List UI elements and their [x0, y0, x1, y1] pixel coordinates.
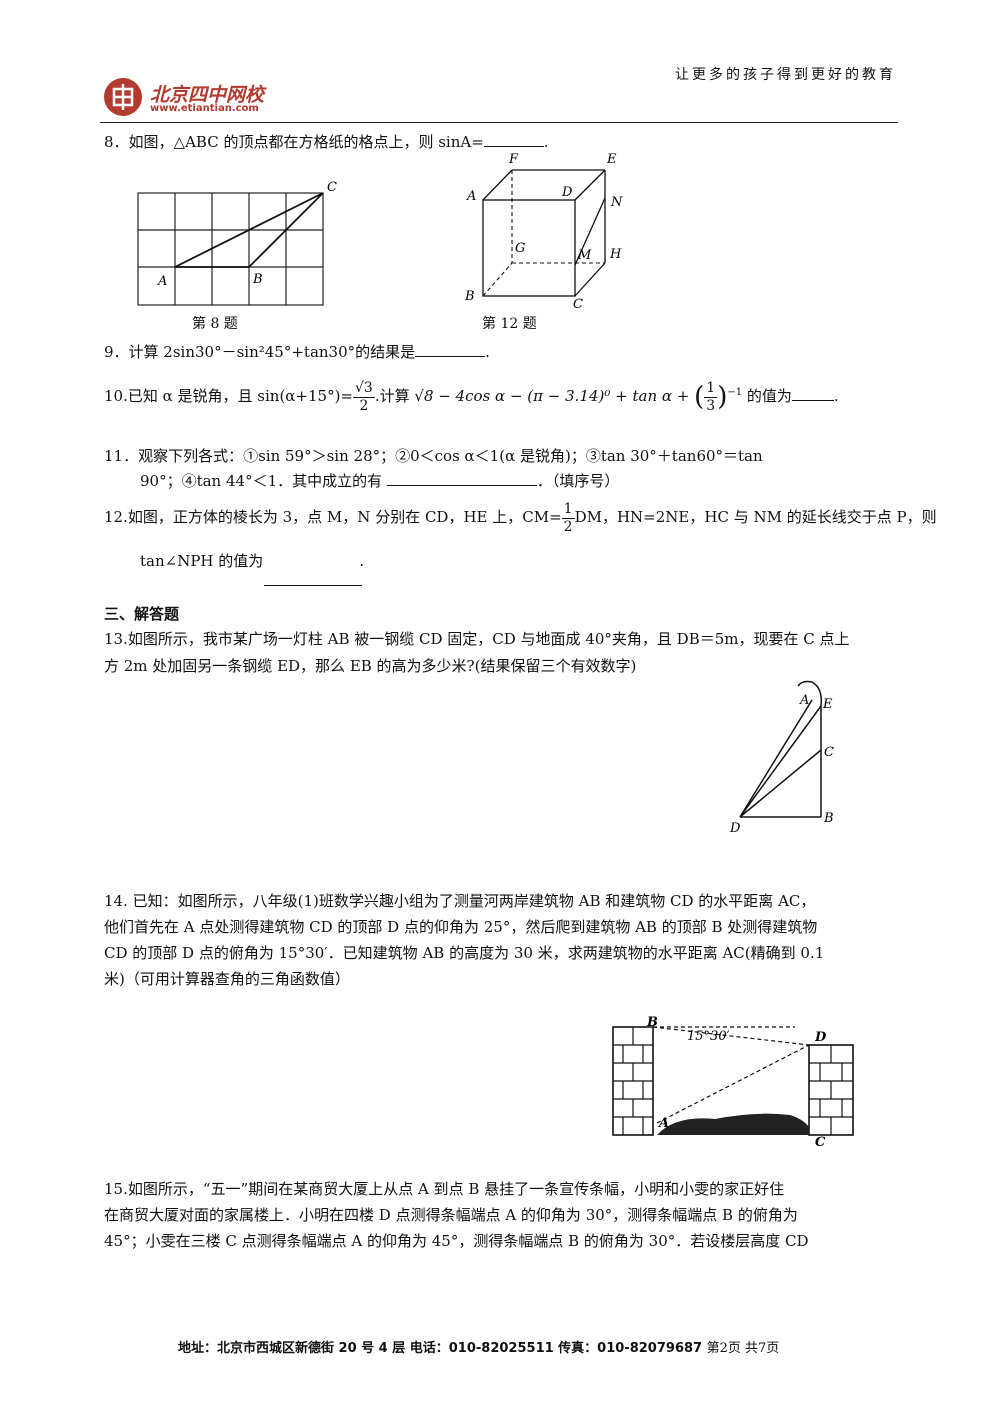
answer-blank — [483, 132, 544, 147]
question-10-text-b: .计算 — [374, 387, 410, 405]
question-14-line-1: 14. 已知：如图所示，八年级(1)班数学兴趣小组为了测量河两岸建筑物 AB 和… — [104, 892, 816, 910]
label-B: B — [823, 811, 834, 826]
question-9: 9．计算 2sin30°－sin²45°+tan30°的结果是. — [104, 341, 490, 362]
answer-blank — [264, 585, 362, 586]
label-A: A — [657, 1116, 669, 1131]
logo-url: www.etiantian.com — [150, 103, 259, 114]
logo-icon — [104, 78, 142, 116]
label-A: A — [157, 274, 167, 289]
figure-8-caption: 第 8 题 — [192, 316, 238, 332]
label-H: H — [609, 247, 622, 262]
footer: 地址：北京市西城区新德街 20 号 4 层 电话：010-82025511 传真… — [178, 1337, 779, 1356]
question-11-text: 90°；④tan 44°＜1．其中成立的有 — [140, 472, 383, 490]
question-8-end: . — [543, 133, 549, 151]
logo-emblem — [112, 84, 134, 110]
answer-blank — [386, 471, 537, 486]
question-11-line-1: 11．观察下列各式：①sin 59°＞sin 28°；②0＜cos α＜1(α … — [104, 447, 763, 465]
question-9-text: 9．计算 2sin30°－sin²45°+tan30°的结果是 — [104, 343, 416, 361]
question-14-line-3: CD 的顶部 D 点的俯角为 15°30′．已知建筑物 AB 的高度为 30 米… — [104, 944, 825, 962]
fraction-numerator: 1 — [561, 500, 575, 519]
label-F: F — [508, 152, 519, 167]
question-10-end: . — [833, 387, 839, 405]
question-12-line-2: tan∠NPH 的值为. — [140, 550, 364, 571]
footer-contact: 地址：北京市西城区新德街 20 号 4 层 电话：010-82025511 传真… — [178, 1341, 703, 1356]
question-8-text: 8．如图，△ABC 的顶点都在方格纸的格点上，则 sinA= — [104, 133, 484, 151]
answer-blank — [415, 342, 486, 357]
label-A: A — [799, 693, 809, 708]
question-12-text-c: tan∠NPH 的值为 — [140, 552, 264, 570]
question-13-line-1: 13.如图所示，我市某广场一灯柱 AB 被一钢缆 CD 固定，CD 与地面成 4… — [104, 630, 850, 648]
fraction-denominator: 3 — [706, 397, 716, 414]
paren-left: ( — [694, 382, 705, 412]
question-10-text-c: 的值为 — [746, 387, 792, 405]
question-12-text-b: DM，HN=2NE，HC 与 NM 的延长线交于点 P，则 — [574, 508, 937, 526]
section-heading: 三、解答题 — [104, 605, 180, 623]
question-11-line-2: 90°；④tan 44°＜1．其中成立的有 ．（填序号） — [140, 470, 619, 491]
fraction-denominator: 2 — [563, 518, 573, 535]
label-D: D — [561, 185, 573, 200]
label-D: D — [729, 821, 741, 836]
paren-right: ) — [717, 382, 728, 412]
fraction-numerator: √3 — [353, 379, 375, 398]
answer-blank — [791, 386, 834, 401]
label-B: B — [252, 272, 263, 287]
figure-13-lamp-post: A E C B D — [729, 680, 834, 836]
label-C: C — [573, 297, 583, 310]
label-C: C — [327, 180, 337, 195]
question-14-line-4: 米)（可用计算器查角的三角函数值） — [104, 970, 350, 988]
question-15-line-3: 45°；小雯在三楼 C 点测得条幅端点 A 的仰角为 45°，测得条幅端点 B … — [104, 1232, 809, 1250]
figure-12-caption: 第 12 题 — [482, 316, 537, 332]
question-10-text-a: 10.已知 α 是锐角，且 sin(α+15°)= — [104, 387, 354, 405]
figure-8-grid: A B C — [137, 180, 337, 306]
fraction-denominator: 2 — [359, 397, 369, 414]
label-D: D — [814, 1030, 827, 1045]
question-15-line-2: 在商贸大厦对面的家属楼上．小明在四楼 D 点测得条幅端点 A 的仰角为 30°，… — [104, 1206, 798, 1224]
question-11-hint: ．（填序号） — [536, 472, 620, 490]
figure-14-buildings: B 15°30′ D A C — [612, 1015, 854, 1147]
label-N: N — [610, 195, 623, 210]
question-13-line-2: 方 2m 处加固另一条钢缆 ED，那么 EB 的高为多少米?(结果保留三个有效数… — [104, 657, 637, 675]
label-E: E — [606, 152, 617, 167]
fraction-sqrt3-over-2: √3 2 — [353, 380, 375, 415]
fraction-numerator: 1 — [704, 379, 718, 398]
label-C: C — [824, 745, 834, 760]
header-divider — [100, 122, 898, 123]
angle-label: 15°30′ — [687, 1029, 730, 1044]
exponent: −1 — [727, 387, 743, 398]
label-M: M — [577, 248, 592, 263]
question-12-line-1: 12.如图，正方体的棱长为 3，点 M，N 分别在 CD，HE 上，CM= 1 2 D… — [104, 496, 937, 538]
label-B: B — [464, 289, 475, 304]
logo-name: 北京四中网校 — [150, 84, 265, 106]
question-14-line-2: 他们首先在 A 点处测得建筑物 CD 的顶部 D 点的仰角为 25°，然后爬到建… — [104, 918, 818, 936]
question-10-expression: √8 − 4cos α − (π − 3.14)⁰ + tan α + — [414, 387, 695, 405]
label-B: B — [646, 1015, 658, 1030]
header-slogan: 让更多的孩子得到更好的教育 — [675, 67, 896, 83]
question-8: 8．如图，△ABC 的顶点都在方格纸的格点上，则 sinA=. — [104, 131, 549, 152]
label-G: G — [515, 241, 525, 256]
figure-12-cube: F E A D N G M H B C — [464, 152, 623, 310]
question-15-line-1: 15.如图所示，“五一”期间在某商贸大厦上从点 A 到点 B 悬挂了一条宣传条幅… — [104, 1180, 785, 1198]
question-12-text-a: 12.如图，正方体的棱长为 3，点 M，N 分别在 CD，HE 上，CM= — [104, 508, 562, 526]
label-E: E — [822, 697, 833, 712]
page-number: 第2页 共7页 — [706, 1341, 780, 1356]
question-9-end: . — [485, 343, 490, 361]
label-A: A — [466, 189, 476, 204]
question-10: 10.已知 α 是锐角，且 sin(α+15°)= √3 2 .计算 √8 − 4co… — [104, 372, 839, 418]
question-12-end: . — [359, 552, 365, 570]
label-C: C — [815, 1135, 826, 1147]
